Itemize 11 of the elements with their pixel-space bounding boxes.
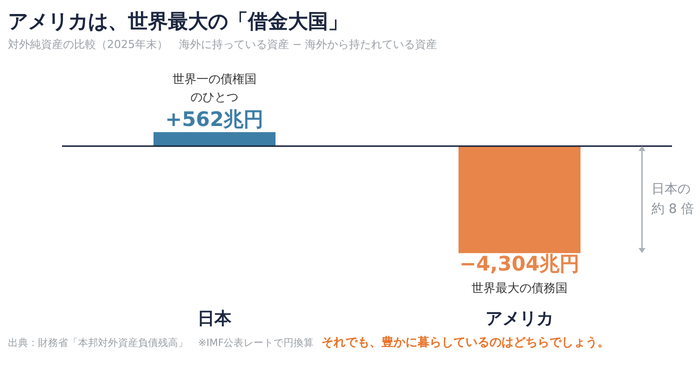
annotation: 日本の約 8 倍	[652, 180, 696, 219]
text: それでも、豊かに暮らしているのはどちらでしょう。	[322, 334, 610, 351]
text: 世界最大の債務国	[470, 280, 568, 298]
data-label: −4,304兆円	[459, 251, 580, 276]
x-tick-label: 日本	[198, 309, 232, 330]
chart-subtitle: 対外純資産の比較（2025年末） 海外に持っている資産 − 海外から持たれている資産	[8, 37, 438, 53]
data-label: +562兆円	[165, 107, 264, 132]
chart-title: アメリカは、世界最大の「借金大国」	[8, 8, 349, 35]
source-note: 出典：財務省「本邦対外資産負債残高」 ※IMF公表レートで円換算	[8, 336, 314, 350]
text: 世界一の債権国のひとつ	[172, 71, 258, 106]
x-tick-label: アメリカ	[486, 309, 554, 330]
